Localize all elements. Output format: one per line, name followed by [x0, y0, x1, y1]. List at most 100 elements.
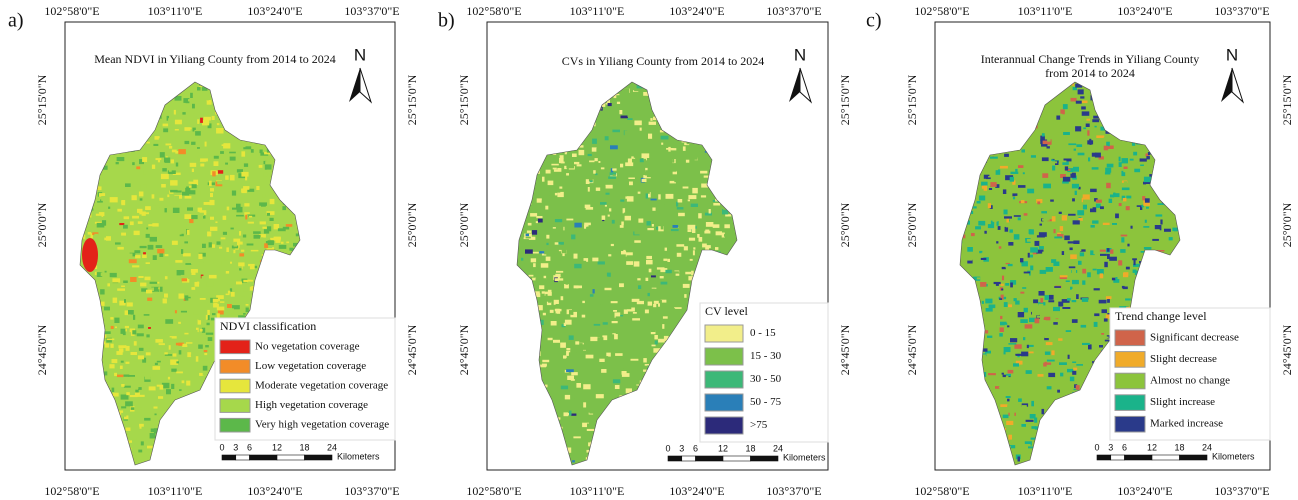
map-patch	[999, 333, 1003, 337]
map-patch	[301, 298, 306, 300]
map-patch	[1072, 362, 1076, 364]
map-patch	[130, 438, 136, 440]
north-label: N	[354, 45, 366, 64]
map-patch	[1175, 267, 1180, 269]
map-patch	[1141, 303, 1145, 307]
map-patch	[726, 185, 734, 190]
map-patch	[622, 442, 628, 446]
map-patch	[192, 169, 194, 172]
map-patch	[284, 157, 287, 162]
map-patch	[117, 83, 123, 87]
map-patch	[108, 207, 110, 209]
map-patch	[566, 369, 574, 372]
map-patch	[614, 334, 618, 339]
map-patch	[98, 113, 104, 117]
map-patch	[268, 240, 274, 245]
map-patch	[79, 436, 83, 441]
lat-label: 24°45'0"N	[35, 324, 49, 375]
map-patch	[708, 251, 716, 255]
map-patch	[580, 407, 586, 409]
map-patch	[524, 434, 529, 437]
map-patch	[601, 443, 605, 445]
map-patch	[90, 357, 92, 360]
map-patch	[624, 305, 632, 309]
map-patch	[975, 226, 981, 229]
map-patch	[224, 113, 226, 116]
map-patch	[1094, 288, 1100, 290]
map-patch	[225, 461, 229, 466]
map-patch	[282, 179, 286, 184]
map-patch	[1014, 318, 1019, 323]
map-patch	[1076, 364, 1083, 366]
map-patch	[609, 334, 614, 338]
map-patch	[104, 127, 107, 132]
map-patch	[1077, 303, 1082, 308]
map-patch	[1039, 86, 1043, 88]
map-patch	[998, 243, 1000, 246]
map-patch	[548, 181, 554, 186]
map-patch	[226, 294, 230, 296]
map-patch	[1024, 213, 1028, 216]
map-patch	[542, 428, 549, 433]
map-patch	[1068, 355, 1070, 359]
map-patch	[587, 450, 594, 453]
map-patch	[1152, 300, 1155, 306]
map-patch	[281, 462, 284, 466]
map-patch	[241, 250, 244, 252]
map-patch	[707, 467, 713, 471]
map-patch	[159, 198, 163, 201]
map-patch	[1064, 425, 1071, 428]
map-patch	[189, 396, 191, 401]
map-patch	[191, 355, 198, 357]
map-patch	[130, 121, 134, 126]
map-patch	[1008, 133, 1015, 136]
map-patch	[1054, 229, 1056, 233]
map-patch	[243, 266, 250, 270]
map-patch	[168, 337, 172, 341]
map-patch	[237, 207, 243, 213]
map-patch	[94, 234, 98, 238]
map-patch	[1163, 281, 1168, 284]
map-patch	[1099, 221, 1103, 226]
map-patch	[152, 373, 159, 377]
map-patch	[135, 384, 138, 389]
map-patch	[610, 145, 618, 149]
map-patch	[1010, 146, 1012, 148]
map-patch	[694, 389, 698, 393]
map-patch	[611, 469, 617, 474]
map-patch	[202, 442, 204, 447]
map-patch	[258, 451, 261, 454]
map-patch	[735, 263, 741, 268]
map-patch	[97, 329, 103, 333]
map-patch	[1081, 106, 1086, 109]
map-patch	[93, 418, 96, 422]
map-patch	[268, 273, 270, 278]
map-patch	[574, 395, 580, 399]
map-patch	[1004, 210, 1008, 215]
map-patch	[199, 261, 204, 263]
map-patch	[612, 443, 619, 447]
map-patch	[671, 101, 678, 106]
map-patch	[530, 117, 533, 119]
map-patch	[1017, 116, 1023, 119]
map-patch	[1122, 286, 1125, 288]
map-patch	[183, 467, 189, 469]
map-patch	[959, 88, 965, 93]
map-patch	[1042, 399, 1048, 401]
map-patch	[104, 93, 109, 97]
map-patch	[536, 368, 540, 373]
lon-label: 103°11'0"E	[148, 484, 203, 498]
map-patch	[524, 405, 531, 409]
lat-label: 25°15'0"N	[838, 74, 852, 125]
map-patch	[674, 290, 681, 294]
map-patch	[101, 163, 105, 166]
lon-label: 103°37'0"E	[344, 484, 399, 498]
map-patch	[1006, 396, 1011, 398]
map-patch	[113, 110, 121, 112]
map-patch	[1047, 360, 1055, 362]
map-patch	[1082, 101, 1088, 104]
map-patch	[735, 129, 742, 131]
map-patch	[1000, 404, 1007, 407]
map-patch	[1084, 151, 1087, 155]
map-patch	[518, 178, 526, 181]
